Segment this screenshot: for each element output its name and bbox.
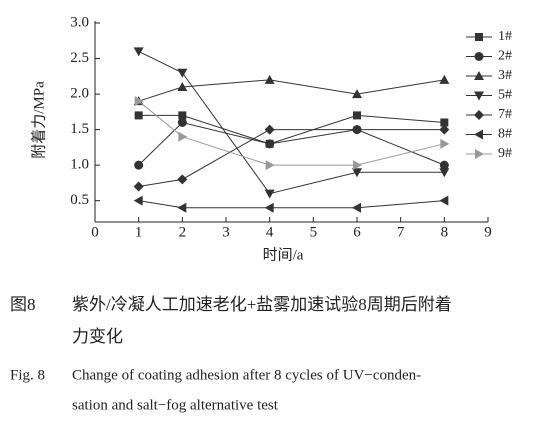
data-point bbox=[353, 111, 361, 120]
data-point bbox=[352, 124, 362, 135]
data-point bbox=[264, 202, 274, 213]
data-point bbox=[177, 202, 187, 213]
legend-marker bbox=[475, 33, 483, 41]
data-point bbox=[177, 81, 188, 91]
x-axis-label: 时间/a bbox=[263, 246, 304, 263]
y-tick-label: 2.5 bbox=[70, 50, 89, 66]
y-tick-label: 3.0 bbox=[70, 14, 89, 30]
legend-label: 8# bbox=[498, 127, 512, 142]
data-point bbox=[439, 160, 449, 170]
y-tick-label: 2.0 bbox=[70, 86, 89, 102]
legend-marker bbox=[474, 71, 484, 80]
legend-marker bbox=[474, 52, 484, 61]
x-tick-label: 6 bbox=[353, 224, 361, 240]
y-tick-label: 1.5 bbox=[70, 121, 89, 137]
x-tick-label: 0 bbox=[91, 224, 99, 240]
series-line bbox=[138, 121, 445, 166]
legend-marker bbox=[474, 129, 483, 140]
y-tick-label: 0.5 bbox=[70, 192, 89, 208]
data-point bbox=[134, 96, 144, 107]
legend-marker bbox=[474, 91, 484, 101]
x-tick-label: 2 bbox=[179, 224, 187, 240]
data-point bbox=[134, 111, 143, 120]
legend-marker bbox=[475, 149, 484, 159]
data-point bbox=[439, 124, 450, 135]
data-point bbox=[352, 168, 362, 178]
x-tick-label: 7 bbox=[397, 224, 405, 240]
data-point bbox=[177, 68, 188, 78]
caption-cn-line: 紫外/冷凝人工加速老化+盐雾加速试验8周期后附着 bbox=[72, 295, 452, 314]
data-point bbox=[133, 47, 144, 57]
caption-cn-label: 图8 bbox=[10, 295, 36, 314]
x-tick-label: 1 bbox=[135, 224, 143, 240]
data-point bbox=[265, 160, 275, 171]
x-tick-label: 4 bbox=[266, 224, 274, 240]
data-point bbox=[264, 124, 275, 135]
caption-en-line: Change of coating adhesion after 8 cycle… bbox=[72, 367, 421, 383]
data-point bbox=[133, 181, 144, 192]
data-point bbox=[353, 160, 362, 171]
data-point bbox=[134, 160, 144, 170]
y-tick-label: 1.0 bbox=[70, 157, 89, 173]
data-point bbox=[440, 138, 450, 149]
data-point bbox=[352, 89, 362, 99]
data-point bbox=[264, 74, 275, 84]
data-point bbox=[264, 189, 275, 199]
legend-label: 3# bbox=[498, 68, 512, 83]
y-axis-label: 附着力/MPa bbox=[30, 81, 47, 159]
caption-cn-line: 力变化 bbox=[72, 327, 123, 346]
legend-label: 9# bbox=[498, 146, 512, 161]
legend-marker bbox=[474, 110, 484, 120]
caption-en-line: sation and salt−fog alternative test bbox=[72, 397, 279, 413]
x-tick-label: 5 bbox=[310, 224, 318, 240]
series-line bbox=[138, 100, 445, 166]
x-tick-label: 8 bbox=[441, 224, 449, 240]
data-point bbox=[178, 111, 187, 120]
data-point bbox=[178, 131, 188, 142]
data-point bbox=[439, 195, 449, 206]
data-point bbox=[439, 74, 450, 84]
data-point bbox=[133, 195, 143, 206]
data-point bbox=[439, 168, 450, 178]
legend-label: 2# bbox=[498, 49, 512, 64]
caption-en-label: Fig. 8 bbox=[10, 367, 45, 383]
data-point bbox=[265, 139, 275, 149]
legend-label: 5# bbox=[498, 88, 512, 103]
data-point bbox=[352, 202, 361, 213]
data-point bbox=[440, 118, 449, 127]
legend-label: 7# bbox=[498, 107, 512, 122]
legend-label: 1# bbox=[498, 29, 512, 44]
data-point bbox=[177, 118, 187, 127]
data-point bbox=[177, 174, 188, 185]
x-tick-label: 9 bbox=[484, 224, 492, 240]
x-tick-label: 3 bbox=[222, 224, 230, 240]
